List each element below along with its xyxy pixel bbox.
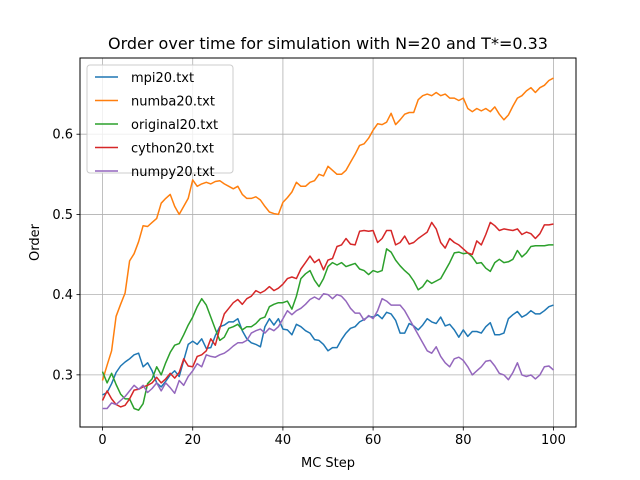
x-tick-label: 20	[184, 433, 201, 448]
plot-frame	[79, 57, 577, 428]
legend-label: cython20.txt	[131, 142, 214, 157]
x-tick-label: 0	[98, 433, 106, 448]
y-axis-label: Order	[28, 223, 43, 261]
y-tick-label: 0.3	[52, 368, 73, 383]
x-tick-label: 80	[455, 433, 472, 448]
legend-label: numpy20.txt	[131, 165, 215, 180]
series-group	[101, 77, 554, 411]
legend-box	[86, 64, 234, 174]
y-tick-label: 0.5	[52, 208, 73, 223]
series-line-cython20	[101, 221, 554, 408]
series-line-original20	[101, 244, 554, 411]
legend-label: original20.txt	[131, 118, 218, 133]
legend-label: mpi20.txt	[131, 71, 194, 86]
x-tick-label: 60	[365, 433, 382, 448]
series-line-numpy20	[102, 293, 554, 410]
y-tick-label: 0.4	[52, 288, 73, 303]
legend: mpi20.txt numba20.txt original20.txt cython…	[86, 64, 234, 180]
chart-title: Order over time for simulation with N=20…	[108, 34, 548, 53]
x-axis-label: MC Step	[301, 456, 355, 471]
x-tick-label: 100	[541, 433, 566, 448]
ticks: 0 20 40 60 80 100 0.3 0.4 0.5 0.6	[52, 128, 566, 448]
y-tick-label: 0.6	[52, 128, 73, 143]
series-line-numba20	[101, 77, 554, 381]
x-tick-label: 40	[275, 433, 292, 448]
legend-label: numba20.txt	[131, 95, 215, 110]
